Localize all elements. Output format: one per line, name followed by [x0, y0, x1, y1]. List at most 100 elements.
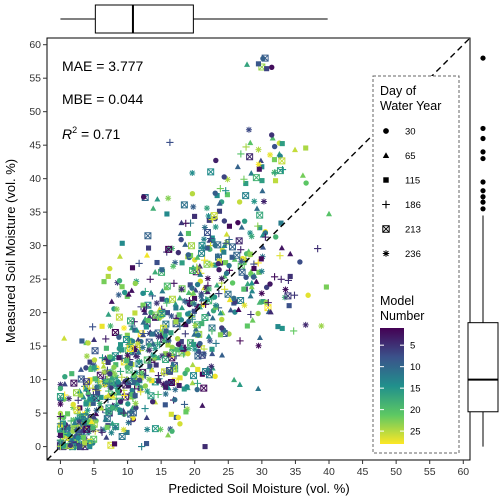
y-tick-label: 5 — [35, 408, 41, 420]
data-point — [105, 311, 112, 317]
data-point — [177, 230, 184, 237]
data-point — [326, 210, 332, 217]
data-point — [256, 299, 263, 305]
data-point — [56, 413, 65, 421]
data-point — [185, 289, 192, 296]
data-point — [224, 176, 231, 183]
data-point — [302, 321, 309, 328]
data-point — [137, 388, 145, 396]
data-point — [91, 414, 98, 420]
data-point — [84, 407, 91, 414]
data-point — [183, 322, 189, 328]
data-point — [65, 411, 71, 417]
data-point — [236, 381, 243, 387]
data-point — [229, 254, 235, 260]
data-point — [144, 252, 151, 258]
data-point — [127, 418, 135, 426]
data-point — [225, 235, 233, 244]
data-point — [212, 339, 220, 347]
data-point — [314, 244, 322, 253]
data-point — [183, 409, 189, 415]
data-point — [172, 386, 179, 393]
boxplot-y-outlier — [480, 125, 486, 132]
data-point — [284, 276, 293, 285]
data-point — [192, 213, 198, 219]
data-point — [159, 288, 166, 294]
data-point — [212, 223, 219, 230]
data-point — [254, 259, 262, 267]
data-point — [187, 282, 193, 288]
data-point — [243, 180, 249, 187]
data-point — [231, 256, 238, 262]
data-point — [118, 433, 126, 441]
data-point — [169, 428, 175, 434]
data-point — [129, 409, 137, 417]
data-point — [85, 389, 92, 395]
y-tick-label: 45 — [29, 140, 41, 152]
data-point — [194, 281, 201, 288]
data-point — [117, 398, 124, 405]
data-point — [126, 345, 134, 353]
data-point — [173, 319, 179, 325]
data-point — [86, 419, 92, 425]
data-point — [68, 437, 76, 446]
data-point — [208, 294, 215, 301]
data-point — [70, 404, 77, 411]
data-point — [217, 310, 224, 316]
data-point — [147, 392, 155, 400]
data-point — [153, 300, 160, 307]
data-point — [116, 355, 122, 361]
legend-color-title-2: Number — [380, 309, 424, 323]
data-point — [124, 332, 130, 338]
data-point — [257, 157, 264, 163]
data-point — [185, 345, 192, 352]
data-point — [91, 365, 97, 371]
data-point — [149, 378, 155, 384]
data-point — [242, 192, 250, 200]
data-point — [165, 342, 171, 348]
data-point — [249, 317, 256, 323]
data-point — [236, 199, 243, 205]
data-point — [191, 346, 198, 353]
y-tick-label: 25 — [29, 274, 41, 286]
boxplot-y-box — [467, 322, 499, 413]
data-point — [270, 273, 279, 281]
data-points — [56, 54, 332, 451]
data-point — [202, 367, 210, 375]
boxplot-y — [467, 55, 499, 447]
data-point — [141, 306, 148, 313]
data-point — [303, 145, 309, 151]
color-bar-tick-label: 10 — [410, 362, 421, 373]
data-point — [241, 218, 248, 224]
data-point — [204, 288, 211, 295]
data-point — [221, 249, 227, 255]
data-point — [262, 230, 269, 236]
data-point — [105, 392, 112, 398]
data-point — [201, 313, 209, 321]
data-point — [90, 400, 96, 406]
data-point — [250, 274, 257, 280]
data-point — [212, 262, 218, 268]
data-point — [104, 424, 110, 430]
data-point — [144, 426, 151, 433]
data-point — [87, 444, 93, 450]
data-point — [194, 386, 200, 393]
data-point — [168, 312, 175, 319]
data-point — [83, 401, 89, 407]
data-point — [164, 211, 170, 217]
data-point — [165, 352, 172, 359]
data-point — [92, 376, 98, 382]
data-point — [160, 381, 167, 388]
y-tick-label: 20 — [29, 307, 41, 319]
stat-r2-value: = 0.71 — [77, 126, 120, 142]
data-point — [214, 193, 220, 199]
data-point — [165, 195, 172, 202]
data-point — [61, 335, 68, 341]
data-point — [255, 385, 262, 392]
data-point — [192, 287, 199, 293]
data-point — [258, 256, 264, 262]
data-point — [98, 354, 107, 362]
data-point — [200, 236, 207, 243]
data-point — [216, 200, 223, 206]
data-point — [209, 314, 216, 321]
